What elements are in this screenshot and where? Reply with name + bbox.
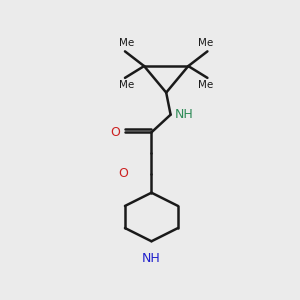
Text: Me: Me bbox=[119, 38, 134, 48]
Text: Me: Me bbox=[198, 38, 213, 48]
Text: Me: Me bbox=[119, 80, 134, 90]
Text: NH: NH bbox=[175, 108, 194, 121]
Text: Me: Me bbox=[198, 80, 213, 90]
Text: NH: NH bbox=[142, 252, 161, 265]
Text: O: O bbox=[111, 126, 121, 140]
Text: O: O bbox=[118, 167, 128, 180]
